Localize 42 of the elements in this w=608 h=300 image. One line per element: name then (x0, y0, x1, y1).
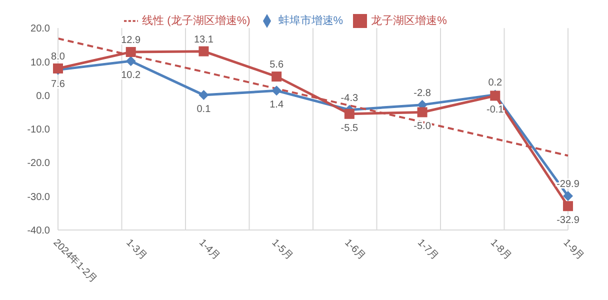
point (272, 72, 282, 82)
data-label: -4.3 (340, 92, 358, 104)
data-label: -0.1 (486, 104, 504, 116)
data-label: -5.0 (414, 121, 432, 132)
point (198, 46, 209, 56)
data-label: 5.6 (270, 60, 284, 71)
data-label: -5.5 (340, 122, 358, 134)
data-label: 1.4 (270, 100, 284, 111)
point (126, 46, 136, 57)
point (198, 90, 209, 100)
x-tick-label: 1-3月 (124, 237, 149, 262)
point (563, 191, 573, 202)
point (563, 201, 573, 212)
x-tick-label: 1-4月 (196, 237, 222, 262)
legend-label: 龙子湖区增速% (371, 15, 447, 27)
y-tick-label: 0.0 (36, 90, 50, 102)
data-label: 10.2 (121, 70, 142, 82)
data-label: 13.1 (194, 34, 214, 46)
y-tick-label: -10.0 (27, 124, 50, 136)
y-tick-label: 10.0 (30, 57, 50, 68)
data-label: -32.9 (556, 215, 580, 226)
data-label: 8.0 (51, 51, 66, 62)
data-label: 12.9 (121, 34, 142, 46)
data-label: 0.1 (196, 104, 212, 116)
y-tick-label: 20.0 (30, 24, 50, 35)
x-tick-label: 1-5月 (269, 237, 294, 262)
y-tick-label: -40.0 (27, 226, 50, 237)
legend-label: 蚌埠市增速% (278, 15, 344, 27)
y-tick-label: -30.0 (27, 192, 50, 203)
point (344, 108, 354, 119)
x-tick-label: 1-7月 (415, 237, 440, 262)
point (417, 107, 428, 118)
x-tick-label: 1-9月 (560, 237, 586, 262)
y-tick-label: -20.0 (27, 158, 50, 170)
point (272, 86, 282, 96)
data-label: -2.8 (414, 88, 432, 99)
data-label: 7.6 (51, 78, 66, 90)
data-label: 0.2 (488, 78, 503, 89)
x-tick-label: 1-8月 (488, 237, 514, 262)
x-tick-label: 1-6月 (342, 237, 368, 262)
legend-label: 线性 (龙子湖区增速%) (142, 15, 250, 27)
point (126, 56, 136, 66)
